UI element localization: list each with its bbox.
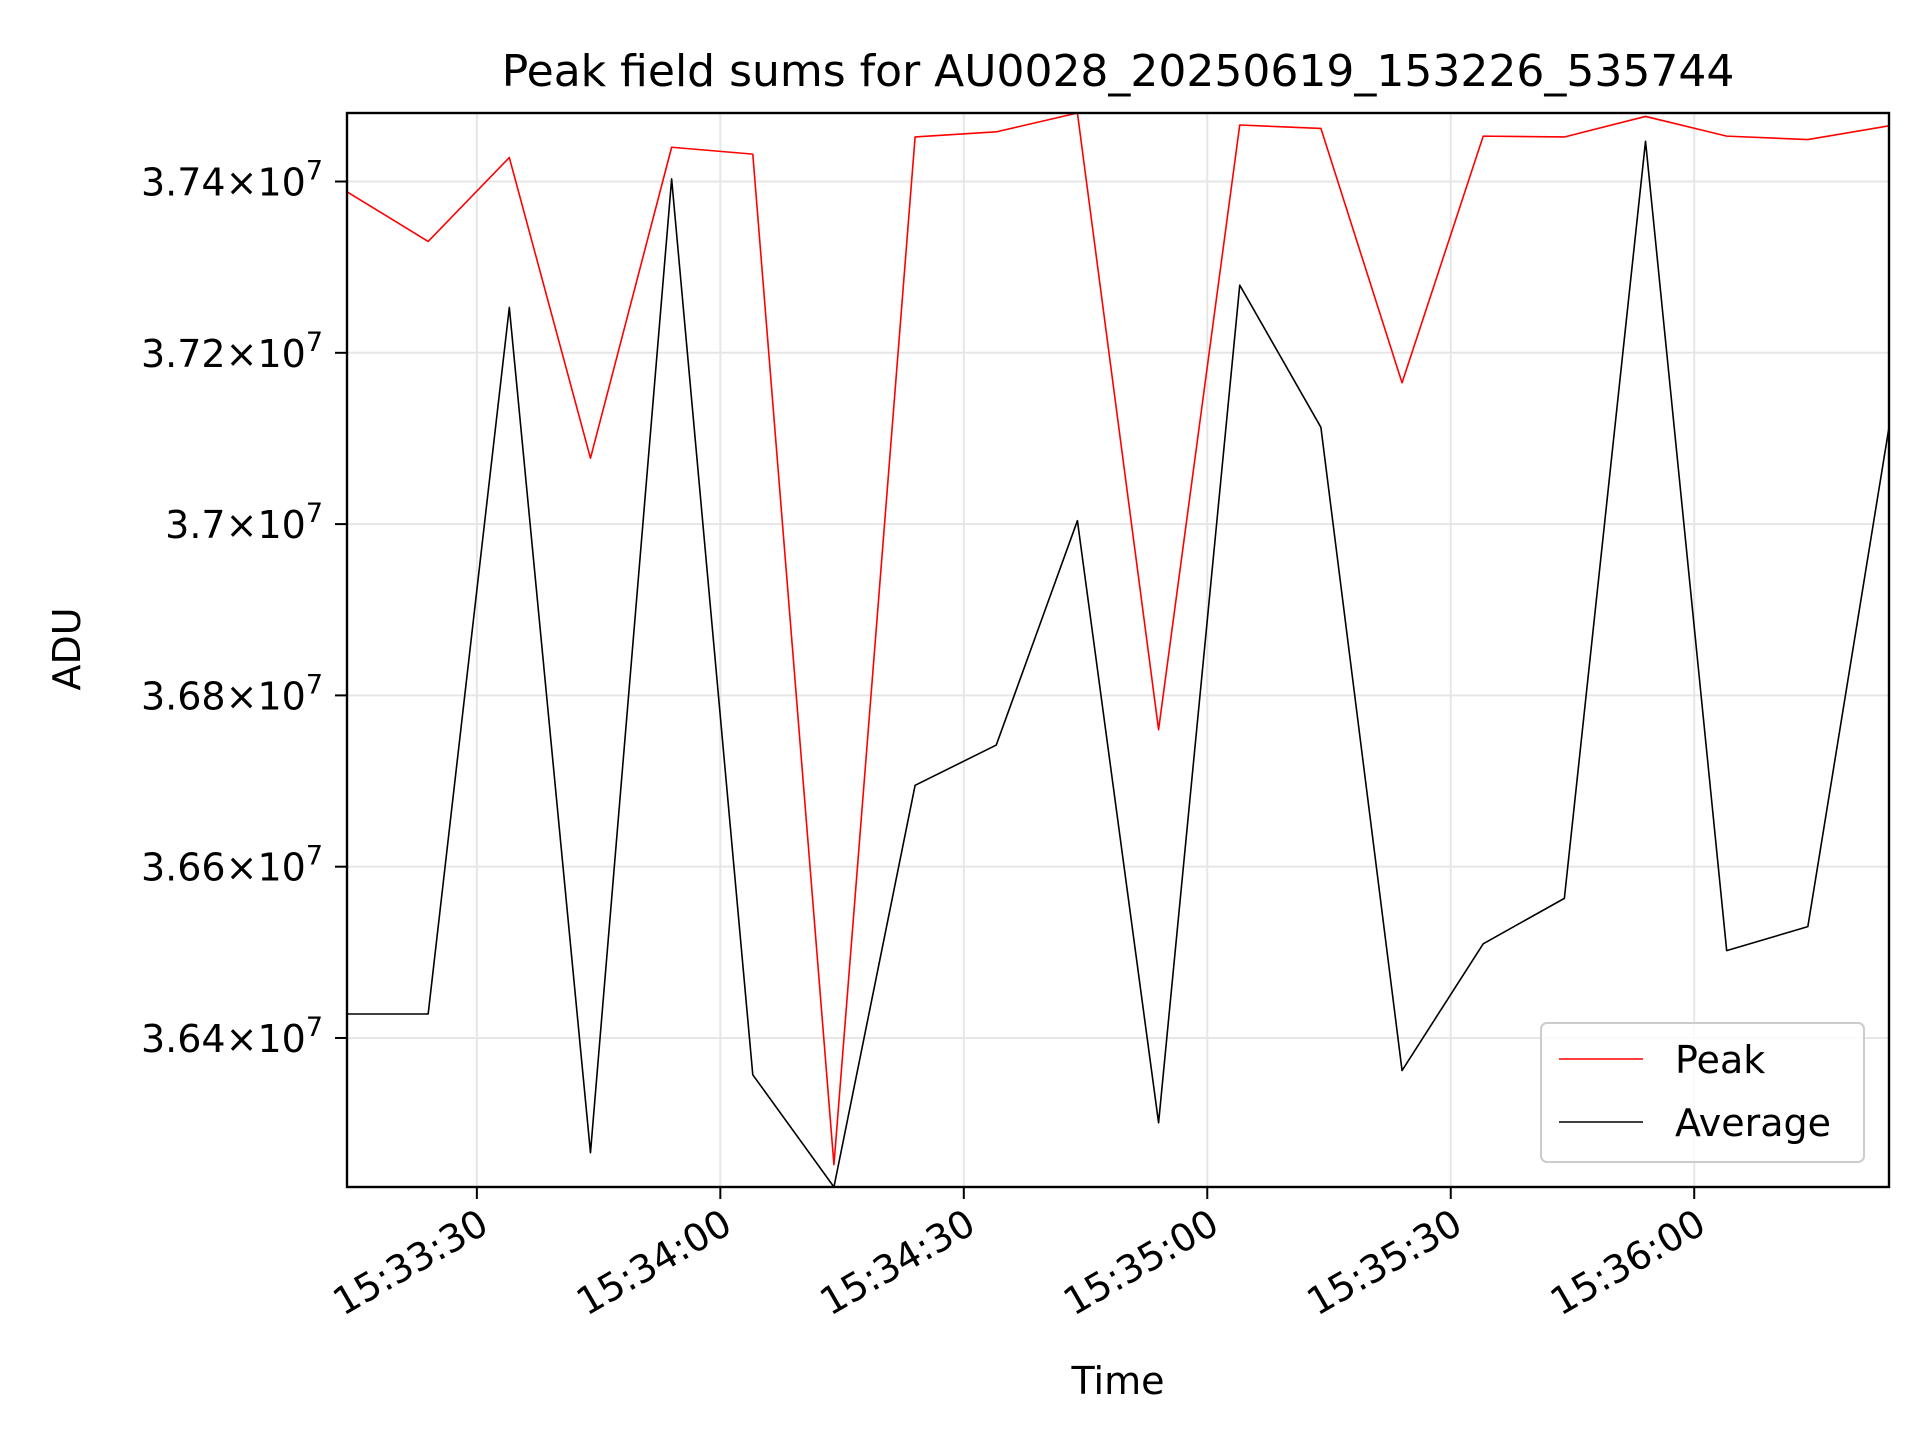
y-tick-label: 3.68×107 xyxy=(141,669,323,718)
grid xyxy=(347,113,1889,1187)
series-line-peak xyxy=(346,112,1890,1166)
y-tick-mantissa: 3.66×10 xyxy=(141,846,306,890)
y-tick-exponent: 7 xyxy=(306,327,323,358)
y-tick-exponent: 7 xyxy=(306,1012,323,1043)
chart-title: Peak field sums for AU0028_20250619_1532… xyxy=(502,46,1735,97)
y-tick-label: 3.7×107 xyxy=(165,498,323,547)
y-tick-mantissa: 3.64×10 xyxy=(141,1017,306,1061)
series-group xyxy=(346,112,1890,1188)
x-axis-label: Time xyxy=(1071,1359,1165,1403)
y-tick-mantissa: 3.74×10 xyxy=(141,161,306,205)
y-tick-label: 3.66×107 xyxy=(141,841,323,890)
y-tick-label: 3.64×107 xyxy=(141,1012,323,1061)
legend: Peak Average xyxy=(1540,1022,1865,1163)
y-tick-exponent: 7 xyxy=(306,156,323,187)
y-tick-mantissa: 3.72×10 xyxy=(141,332,306,376)
y-tick-exponent: 7 xyxy=(306,498,323,529)
y-tick-label: 3.74×107 xyxy=(141,156,323,205)
y-tick-label: 3.72×107 xyxy=(141,327,323,376)
plot-frame xyxy=(345,111,1891,1189)
legend-label-peak: Peak xyxy=(1675,1038,1765,1082)
y-tick-mantissa: 3.68×10 xyxy=(141,674,306,718)
legend-box xyxy=(1540,1022,1865,1163)
series-line-average xyxy=(347,140,1890,1188)
y-axis-label: ADU xyxy=(45,607,89,690)
y-tick-mantissa: 3.7×10 xyxy=(165,503,306,547)
y-tick-exponent: 7 xyxy=(306,669,323,700)
legend-label-average: Average xyxy=(1675,1101,1831,1145)
y-tick-exponent: 7 xyxy=(306,841,323,872)
